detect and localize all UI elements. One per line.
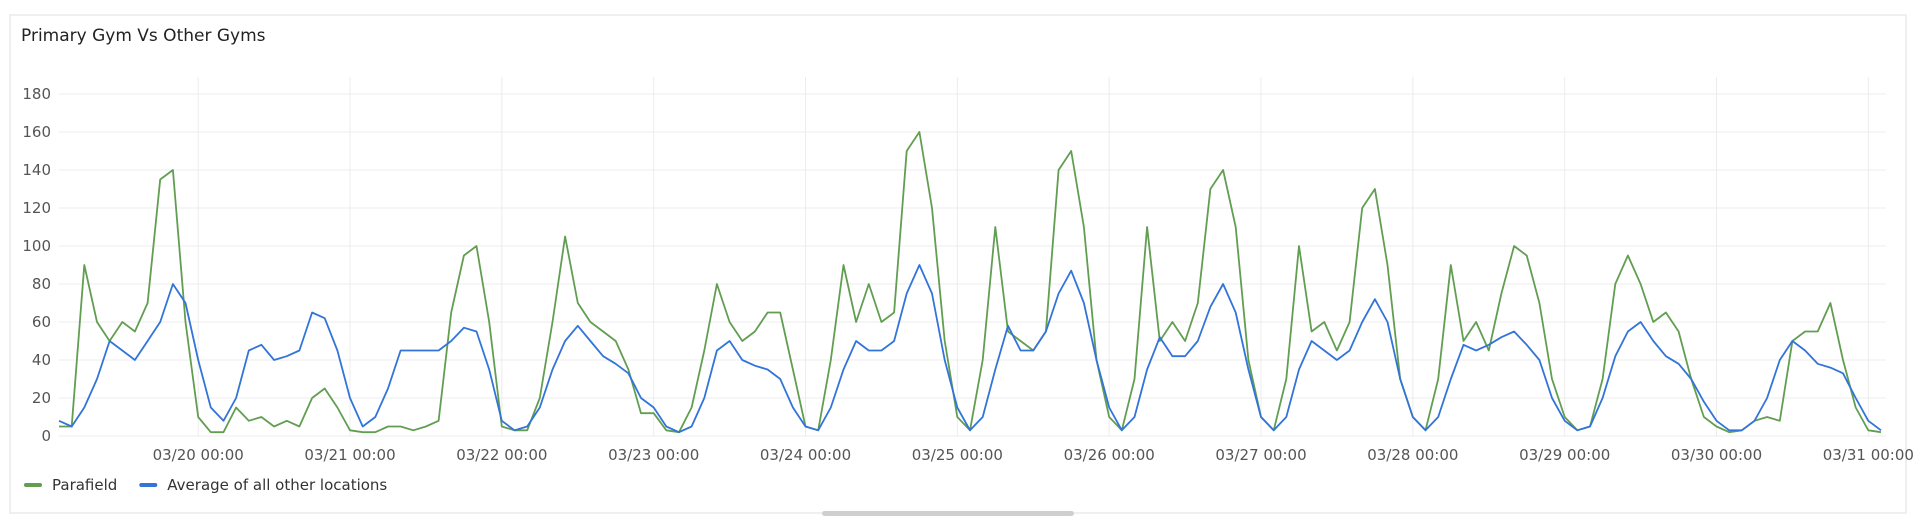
legend-label: Average of all other locations: [167, 476, 387, 494]
panel-frame: [9, 14, 1907, 514]
y-tick-label: 160: [22, 123, 51, 141]
series-line: [58, 264, 1882, 434]
x-tick-label: 03/25 00:00: [912, 446, 1003, 464]
x-tick-label: 03/27 00:00: [1215, 446, 1306, 464]
x-tick-label: 03/28 00:00: [1367, 446, 1458, 464]
x-tick-label: 03/31 00:00: [1823, 446, 1914, 464]
y-tick-label: 120: [22, 199, 51, 217]
y-tick-label: 0: [41, 427, 51, 445]
y-tick-label: 100: [22, 237, 51, 255]
x-tick-label: 03/24 00:00: [760, 446, 851, 464]
y-tick-label: 60: [32, 313, 51, 331]
x-tick-label: 03/26 00:00: [1064, 446, 1155, 464]
x-tick-label: 03/23 00:00: [608, 446, 699, 464]
y-tick-label: 20: [32, 389, 51, 407]
y-tick-label: 140: [22, 161, 51, 179]
legend-swatch: [139, 483, 158, 487]
scrollbar[interactable]: [822, 511, 1074, 516]
x-tick-label: 03/30 00:00: [1671, 446, 1762, 464]
x-tick-label: 03/22 00:00: [456, 446, 547, 464]
legend-swatch: [24, 483, 42, 487]
panel-title: Primary Gym Vs Other Gyms: [21, 26, 266, 46]
x-tick-label: 03/29 00:00: [1519, 446, 1610, 464]
x-tick-label: 03/21 00:00: [304, 446, 395, 464]
y-tick-label: 40: [32, 351, 51, 369]
legend-label: Parafield: [52, 476, 117, 494]
x-tick-label: 03/20 00:00: [153, 446, 244, 464]
y-tick-label: 180: [22, 85, 51, 103]
y-tick-label: 80: [32, 275, 51, 293]
